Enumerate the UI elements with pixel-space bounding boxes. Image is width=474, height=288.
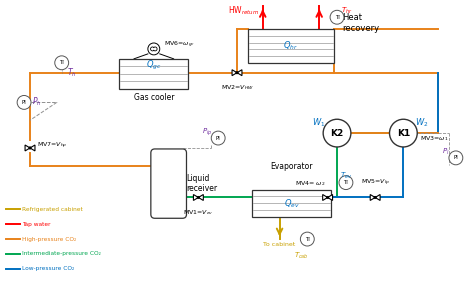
- Polygon shape: [25, 145, 30, 151]
- Polygon shape: [232, 70, 237, 76]
- Text: Heat
recovery: Heat recovery: [342, 14, 379, 33]
- FancyBboxPatch shape: [248, 29, 334, 63]
- Text: PI: PI: [454, 155, 458, 160]
- Circle shape: [330, 10, 344, 24]
- Text: Liquid
receiver: Liquid receiver: [186, 174, 218, 193]
- Text: MV5=$V_{lp}$: MV5=$V_{lp}$: [361, 177, 390, 187]
- Text: Evaporator: Evaporator: [270, 162, 313, 171]
- Text: Gas cooler: Gas cooler: [134, 92, 174, 101]
- Text: PI: PI: [216, 136, 220, 141]
- Text: Tap water: Tap water: [22, 222, 51, 227]
- Text: TI: TI: [305, 236, 310, 242]
- Polygon shape: [370, 194, 375, 200]
- Circle shape: [327, 196, 329, 199]
- Text: TI: TI: [335, 15, 339, 20]
- Text: MV2=$V_{HW}$: MV2=$V_{HW}$: [220, 84, 254, 92]
- Text: MV1=$V_{ev}$: MV1=$V_{ev}$: [183, 209, 214, 217]
- Text: $P_h$: $P_h$: [32, 95, 42, 108]
- Circle shape: [339, 176, 353, 190]
- FancyBboxPatch shape: [119, 59, 189, 88]
- Polygon shape: [193, 194, 199, 200]
- Text: MV4= $\omega_2$: MV4= $\omega_2$: [294, 179, 325, 187]
- Text: TI: TI: [59, 60, 64, 65]
- Text: MV7=$V_{hp}$: MV7=$V_{hp}$: [37, 141, 67, 151]
- FancyBboxPatch shape: [151, 149, 186, 218]
- Text: K2: K2: [330, 129, 344, 138]
- Text: Low-pressure CO₂: Low-pressure CO₂: [22, 266, 74, 271]
- Circle shape: [374, 196, 376, 199]
- Text: $Q_{ev}$: $Q_{ev}$: [283, 197, 300, 210]
- Text: To cabinet: To cabinet: [264, 242, 296, 247]
- Circle shape: [301, 232, 314, 246]
- Text: K1: K1: [397, 129, 410, 138]
- Text: Intermediate-pressure CO₂: Intermediate-pressure CO₂: [22, 251, 101, 256]
- Text: $T_{cab}$: $T_{cab}$: [294, 251, 309, 261]
- Text: $W_2$: $W_2$: [416, 117, 429, 129]
- Polygon shape: [328, 194, 333, 200]
- Circle shape: [236, 71, 238, 74]
- Text: Refrigerated cabinet: Refrigerated cabinet: [22, 207, 83, 212]
- Text: PI: PI: [22, 100, 27, 105]
- Circle shape: [17, 96, 31, 109]
- Text: $T_{ev}$: $T_{ev}$: [340, 171, 352, 181]
- Circle shape: [449, 151, 463, 165]
- Polygon shape: [237, 70, 242, 76]
- Circle shape: [55, 56, 69, 70]
- Text: $P_{ip}$: $P_{ip}$: [202, 126, 212, 138]
- Circle shape: [29, 147, 31, 149]
- Text: $W_1$: $W_1$: [311, 117, 325, 129]
- Circle shape: [323, 119, 351, 147]
- FancyBboxPatch shape: [252, 190, 331, 217]
- Text: TI: TI: [344, 180, 348, 185]
- Circle shape: [211, 131, 225, 145]
- Polygon shape: [375, 194, 380, 200]
- Text: $T_{hr}$: $T_{hr}$: [341, 6, 353, 16]
- Circle shape: [390, 119, 417, 147]
- Text: $P_l$: $P_l$: [442, 147, 450, 157]
- Polygon shape: [323, 194, 328, 200]
- Text: MV3=$\omega_1$: MV3=$\omega_1$: [420, 134, 449, 143]
- Text: $T_h$: $T_h$: [67, 67, 76, 79]
- Polygon shape: [199, 194, 203, 200]
- Text: $Q_{gc}$: $Q_{gc}$: [146, 59, 162, 72]
- Text: High-pressure CO₂: High-pressure CO₂: [22, 236, 76, 242]
- Polygon shape: [30, 145, 35, 151]
- Text: $Q_{hr}$: $Q_{hr}$: [283, 40, 299, 52]
- Text: HW$_{return}$: HW$_{return}$: [228, 4, 260, 17]
- Text: MV6=$\omega_{gc}$: MV6=$\omega_{gc}$: [164, 40, 195, 50]
- Circle shape: [197, 196, 200, 199]
